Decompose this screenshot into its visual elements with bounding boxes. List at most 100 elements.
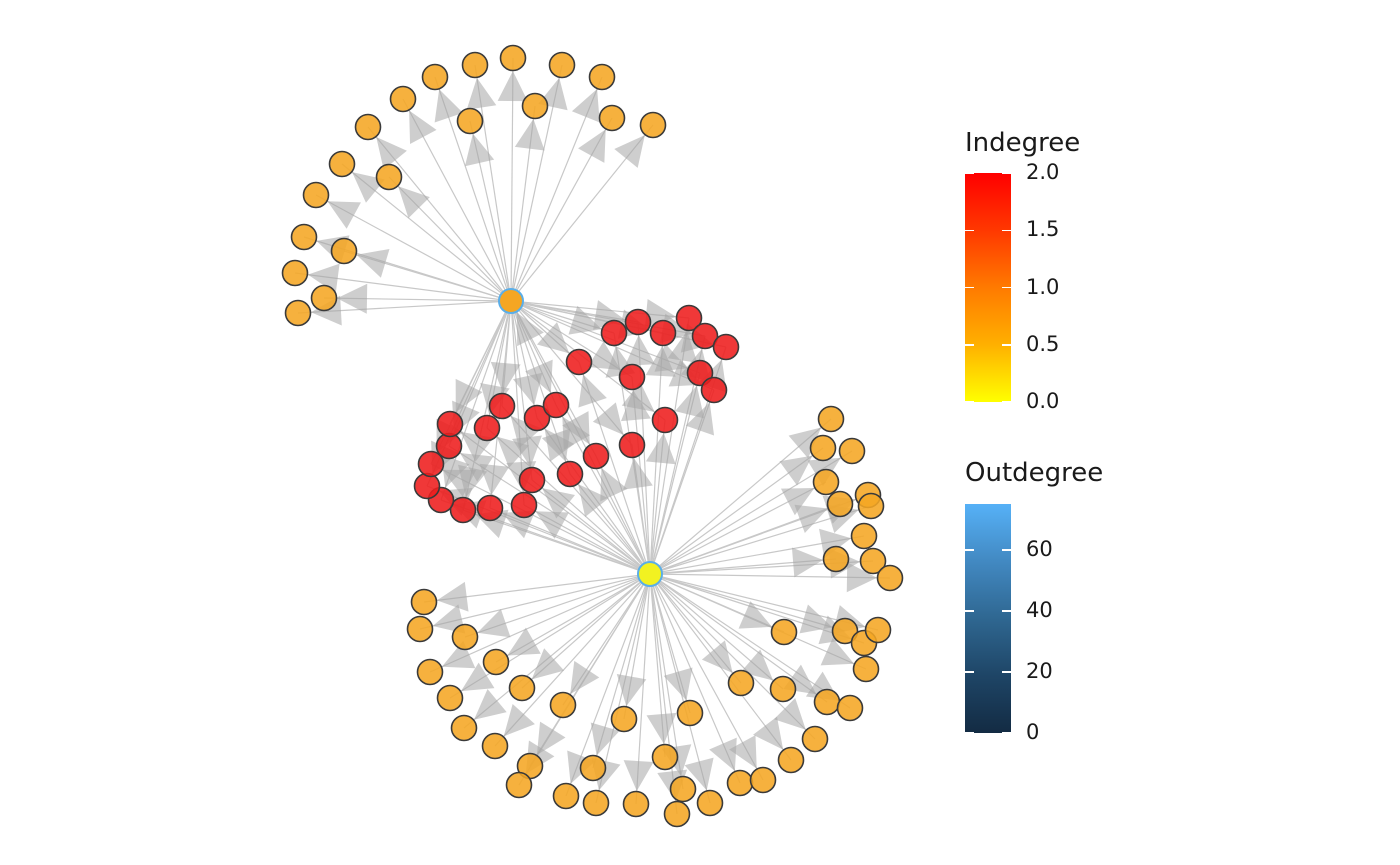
- leaf-node: [857, 492, 885, 520]
- arrowhead: [477, 608, 511, 638]
- arrowhead: [846, 562, 878, 593]
- arrowhead: [729, 735, 757, 769]
- arrowhead: [455, 378, 483, 413]
- leaf-node: [284, 299, 312, 327]
- arrowhead: [578, 129, 606, 163]
- hub-node-top: [498, 288, 524, 314]
- indegree-tick-mark: [965, 401, 974, 403]
- leaf-node: [290, 223, 318, 251]
- arrowhead: [701, 640, 733, 674]
- shared-node: [600, 319, 628, 347]
- outdegree-legend-title: Outdegree: [965, 458, 1104, 488]
- arrowhead: [434, 89, 464, 123]
- leaf-node: [817, 405, 845, 433]
- network-graph: [281, 44, 904, 828]
- indegree-tick-mark: [1002, 172, 1011, 174]
- outdegree-tick-label: 0: [1026, 720, 1040, 744]
- indegree-tick-mark: [1002, 344, 1011, 346]
- arrowhead: [516, 312, 544, 347]
- outdegree-tick-label: 60: [1026, 536, 1053, 561]
- leaf-node: [726, 769, 754, 797]
- indegree-tick-label: 1.0: [1026, 274, 1060, 299]
- shared-node: [473, 414, 501, 442]
- arrowhead: [644, 298, 677, 329]
- arrowhead: [535, 511, 569, 539]
- arrowhead: [623, 760, 654, 792]
- edge: [649, 317, 690, 575]
- arrowhead: [531, 648, 565, 680]
- arrowhead: [441, 640, 476, 669]
- shared-node: [556, 460, 584, 488]
- arrowhead: [571, 89, 600, 123]
- arrowhead: [536, 322, 570, 354]
- shared-node: [675, 304, 703, 332]
- leaf-node: [749, 766, 777, 794]
- arrowhead: [327, 201, 361, 229]
- leaf-node: [499, 44, 527, 72]
- arrowhead: [645, 432, 676, 465]
- shared-node: [691, 322, 719, 350]
- hub-node-bottom: [637, 561, 663, 587]
- indegree-tick-mark: [1002, 401, 1011, 403]
- arrowhead: [621, 381, 655, 413]
- leaf-node: [450, 714, 478, 742]
- leaf-node: [406, 615, 434, 643]
- leaf-node: [852, 655, 880, 683]
- leaf-node: [375, 163, 403, 191]
- shared-node: [413, 472, 441, 500]
- shared-node: [618, 363, 646, 391]
- shared-node: [649, 319, 677, 347]
- shared-node: [488, 392, 516, 420]
- outdegree-tick-label: 20: [1026, 658, 1053, 683]
- outdegree-legend: Outdegree 60 40 20 0: [965, 458, 1165, 758]
- leaf-node: [552, 782, 580, 810]
- arrowhead: [503, 704, 535, 737]
- leaf-node: [461, 51, 489, 79]
- leaf-node: [482, 648, 510, 676]
- leaf-node: [521, 92, 549, 120]
- arrowhead: [709, 737, 737, 772]
- arrowhead: [514, 118, 545, 151]
- outdegree-colorbar: [965, 504, 1011, 733]
- leaf-node: [328, 150, 356, 178]
- leaf-node: [801, 725, 829, 753]
- arrowhead: [753, 716, 784, 750]
- leaf-node: [505, 771, 533, 799]
- leaf-node: [826, 490, 854, 518]
- outdegree-tick-mark: [965, 549, 974, 551]
- leaf-node: [310, 284, 338, 312]
- indegree-tick-label: 2.0: [1026, 160, 1060, 184]
- indegree-tick-mark: [1002, 286, 1011, 289]
- leaf-node: [416, 658, 444, 686]
- arrowhead: [461, 662, 495, 692]
- leaf-node: [822, 545, 850, 573]
- arrowhead: [409, 110, 437, 144]
- arrowhead: [336, 283, 368, 314]
- arrowhead: [568, 305, 602, 335]
- nodes: [281, 44, 904, 828]
- leaf-node: [330, 237, 358, 265]
- arrowhead: [791, 547, 824, 578]
- outdegree-tick-mark: [965, 671, 974, 673]
- shared-node: [476, 494, 504, 522]
- arrowhead: [436, 581, 469, 612]
- arrowhead: [684, 757, 714, 791]
- leaf-node: [770, 618, 798, 646]
- arrowhead: [513, 372, 543, 406]
- leaf-node: [281, 259, 309, 287]
- arrowhead: [578, 374, 607, 408]
- outdegree-tick-mark: [1002, 549, 1011, 551]
- leaf-node: [813, 688, 841, 716]
- arrowhead: [646, 712, 677, 745]
- arrowhead: [779, 455, 813, 486]
- indegree-tick-mark: [965, 286, 974, 289]
- leaf-node: [850, 522, 878, 550]
- arrowhead: [356, 248, 390, 278]
- arrowhead: [592, 402, 624, 436]
- shared-node: [523, 404, 551, 432]
- arrowhead: [788, 427, 822, 459]
- arrowhead: [459, 452, 494, 482]
- leaf-node: [598, 104, 626, 132]
- leaf-node: [809, 434, 837, 462]
- leaf-node: [582, 789, 610, 817]
